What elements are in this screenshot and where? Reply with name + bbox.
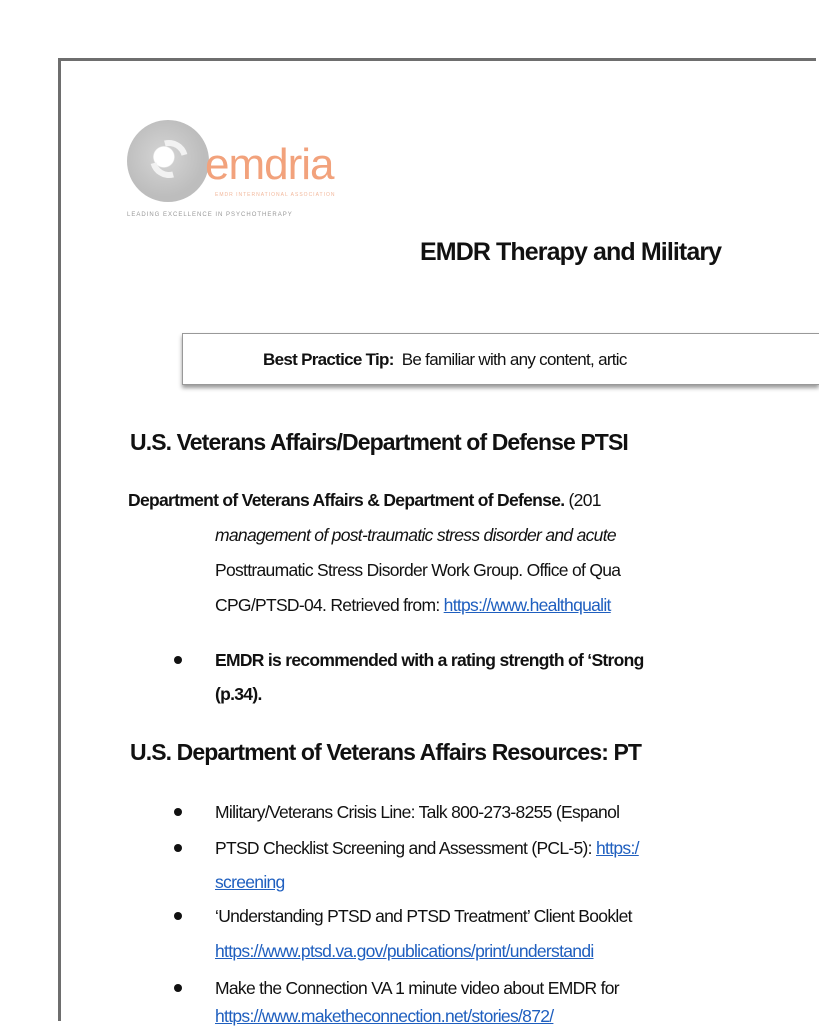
tip-text: Best Practice Tip: Be familiar with any … — [263, 350, 819, 370]
logo-circle-icon — [127, 120, 209, 202]
bullet-icon — [174, 808, 182, 816]
logo-word: emdria — [205, 140, 334, 189]
resource-booklet-link[interactable]: https://www.ptsd.va.gov/publications/pri… — [215, 941, 594, 961]
reference-line-1: Department of Veterans Affairs & Departm… — [128, 490, 819, 511]
bullet-icon — [174, 844, 182, 852]
bullet-icon — [174, 912, 182, 920]
resource-crisis-line: Military/Veterans Crisis Line: Talk 800-… — [215, 802, 620, 822]
recommendation-line-1: EMDR is recommended with a rating streng… — [215, 650, 644, 670]
reference-year: (201 — [564, 490, 602, 510]
resource-pcl5: PTSD Checklist Screening and Assessment … — [215, 838, 819, 859]
tip-box — [182, 333, 819, 385]
reference-line-2: management of post-traumatic stress diso… — [215, 525, 617, 545]
resource-pcl5-link-cont[interactable]: screening — [215, 872, 285, 892]
resource-booklet: ‘Understanding PTSD and PTSD Treatment’ … — [215, 906, 632, 926]
bullet-icon — [174, 656, 182, 664]
resource-video-link[interactable]: https://www.maketheconnection.net/storie… — [215, 1006, 554, 1026]
reference-line-4: CPG/PTSD-04. Retrieved from: https://www… — [215, 595, 819, 616]
recommendation-line-2: (p.34). — [215, 684, 262, 704]
tip-label: Best Practice Tip: — [263, 350, 394, 369]
resource-pcl5-link[interactable]: https:/ — [596, 838, 639, 858]
logo-subtitle: EMDR INTERNATIONAL ASSOCIATION — [215, 192, 336, 198]
page-title: EMDR Therapy and Military — [420, 238, 722, 266]
resource-pcl5-text: PTSD Checklist Screening and Assessment … — [215, 838, 597, 858]
reference-prefix: CPG/PTSD-04. Retrieved from: — [215, 595, 444, 615]
reference-link[interactable]: https://www.healthqualit — [443, 595, 612, 615]
logo-tagline: LEADING EXCELLENCE IN PSYCHOTHERAPY — [127, 212, 293, 218]
tip-body: Be familiar with any content, artic — [401, 350, 628, 369]
section-heading-va-dod: U.S. Veterans Affairs/Department of Defe… — [130, 429, 629, 455]
bullet-icon — [174, 984, 182, 992]
document-page — [58, 58, 816, 1021]
section-heading-va-resources: U.S. Department of Veterans Affairs Reso… — [130, 739, 642, 765]
reference-line-3: Posttraumatic Stress Disorder Work Group… — [215, 560, 621, 580]
resource-video: Make the Connection VA 1 minute video ab… — [215, 978, 620, 998]
reference-author: Department of Veterans Affairs & Departm… — [128, 490, 565, 510]
